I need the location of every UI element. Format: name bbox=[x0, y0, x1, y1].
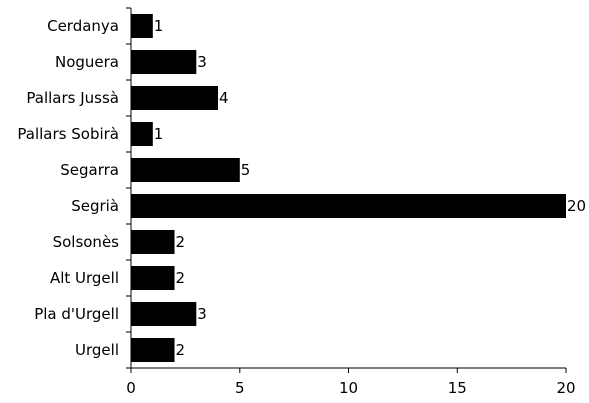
bar-3 bbox=[131, 122, 153, 146]
bar-8 bbox=[131, 302, 197, 326]
category-label: Alt Urgell bbox=[50, 269, 119, 287]
data-label: 20 bbox=[567, 197, 586, 215]
data-label: 2 bbox=[176, 233, 186, 251]
category-label: Solsonès bbox=[53, 233, 120, 251]
x-tick-label: 20 bbox=[556, 379, 575, 397]
bar-2 bbox=[131, 86, 218, 110]
bar-5 bbox=[131, 194, 566, 218]
data-label: 1 bbox=[154, 17, 164, 35]
category-label: Segrià bbox=[71, 197, 119, 215]
bar-7 bbox=[131, 266, 175, 290]
data-label: 4 bbox=[219, 89, 229, 107]
x-tick-label: 10 bbox=[339, 379, 358, 397]
category-label: Pla d'Urgell bbox=[34, 305, 119, 323]
category-label: Pallars Jussà bbox=[26, 89, 119, 107]
data-label: 3 bbox=[197, 305, 207, 323]
axes-group: 0 5 10 15 20 bbox=[126, 7, 576, 397]
data-label: 1 bbox=[154, 125, 164, 143]
bar-6 bbox=[131, 230, 175, 254]
data-label: 2 bbox=[176, 269, 186, 287]
bar-0 bbox=[131, 14, 153, 38]
data-label: 5 bbox=[241, 161, 251, 179]
labels-group: Cerdanya 1 Noguera 3 Pallars Jussà 4 Pallars S… bbox=[17, 17, 586, 359]
data-label: 3 bbox=[197, 53, 207, 71]
x-tick-label: 0 bbox=[126, 379, 136, 397]
bars-group bbox=[131, 14, 566, 362]
bar-1 bbox=[131, 50, 197, 74]
category-label: Pallars Sobirà bbox=[17, 125, 119, 143]
x-tick-label: 15 bbox=[448, 379, 467, 397]
category-label: Noguera bbox=[55, 53, 119, 71]
bar-9 bbox=[131, 338, 175, 362]
data-label: 2 bbox=[176, 341, 186, 359]
x-tick-label: 5 bbox=[235, 379, 245, 397]
bar-4 bbox=[131, 158, 240, 182]
category-label: Segarra bbox=[60, 161, 119, 179]
category-label: Cerdanya bbox=[47, 17, 119, 35]
category-label: Urgell bbox=[75, 341, 119, 359]
